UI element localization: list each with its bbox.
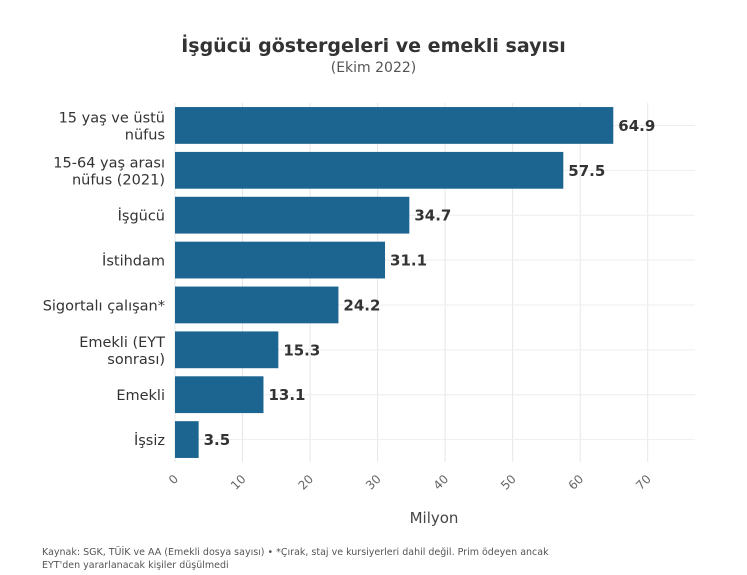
category-label-line: sonrası) bbox=[107, 352, 165, 368]
footnote-line-1: Kaynak: SGK, TÜİK ve AA (Emekli dosya sa… bbox=[42, 547, 549, 558]
x-tick-label: 0 bbox=[166, 472, 181, 487]
category-label: İşgücü bbox=[118, 207, 165, 225]
category-label-line: nüfus bbox=[125, 127, 165, 143]
category-label-line: Sigortalı çalışan* bbox=[43, 298, 165, 314]
category-label: 15-64 yaş arası nüfus (2021) bbox=[53, 155, 165, 188]
chart-title: İşgücü göstergeleri ve emekli sayısı bbox=[181, 35, 566, 57]
category-label-line: 15 yaş ve üstü bbox=[59, 110, 165, 126]
data-label: 13.1 bbox=[268, 386, 305, 404]
category-label: Sigortalı çalışan* bbox=[43, 298, 165, 314]
x-tick-label: 70 bbox=[633, 472, 654, 493]
bar bbox=[175, 286, 339, 324]
x-tick-label: 10 bbox=[228, 472, 249, 493]
x-tick-label: 30 bbox=[363, 472, 384, 493]
bar bbox=[175, 421, 199, 458]
x-tick-label: 20 bbox=[295, 472, 316, 493]
category-label-line: Emekli bbox=[116, 388, 165, 404]
category-label-line: İstihdam bbox=[102, 252, 165, 270]
category-label: 15 yaş ve üstü nüfus bbox=[59, 110, 165, 143]
bar bbox=[175, 151, 564, 189]
x-tick-label: 50 bbox=[498, 472, 519, 493]
x-tick-label: 40 bbox=[431, 472, 452, 493]
bar bbox=[175, 241, 386, 279]
footnote-line-2: EYT'den yararlanacak kişiler düşülmedi bbox=[42, 560, 229, 571]
data-label: 34.7 bbox=[414, 207, 451, 225]
data-label: 24.2 bbox=[343, 296, 380, 314]
category-label-line: İşgücü bbox=[118, 207, 165, 225]
category-label: İşsiz bbox=[134, 431, 165, 449]
category-label: Emekli bbox=[116, 388, 165, 404]
data-label: 31.1 bbox=[390, 252, 427, 270]
data-label: 15.3 bbox=[283, 341, 320, 359]
category-label-line: İşsiz bbox=[134, 431, 165, 449]
x-axis-label: Milyon bbox=[410, 509, 459, 527]
x-tick-label: 60 bbox=[566, 472, 587, 493]
data-label: 57.5 bbox=[568, 162, 605, 180]
category-label: İstihdam bbox=[102, 252, 165, 270]
category-label-line: Emekli (EYT bbox=[79, 335, 165, 351]
category-label: Emekli (EYT sonrası) bbox=[79, 335, 165, 368]
data-label: 64.9 bbox=[618, 117, 655, 135]
data-label: 3.5 bbox=[204, 431, 231, 449]
bar bbox=[175, 196, 410, 234]
bar-chart: 0 10 20 30 40 50 60 70 64.9 15 yaş ve üstü nüfus 57… bbox=[43, 103, 695, 527]
bar bbox=[175, 331, 279, 369]
category-label-line: nüfus (2021) bbox=[72, 172, 165, 188]
chart-subtitle: (Ekim 2022) bbox=[330, 60, 417, 76]
bar bbox=[175, 376, 264, 414]
bar bbox=[175, 107, 614, 144]
category-label-line: 15-64 yaş arası bbox=[53, 155, 165, 171]
source-footnote: Kaynak: SGK, TÜİK ve AA (Emekli dosya sa… bbox=[42, 546, 602, 572]
